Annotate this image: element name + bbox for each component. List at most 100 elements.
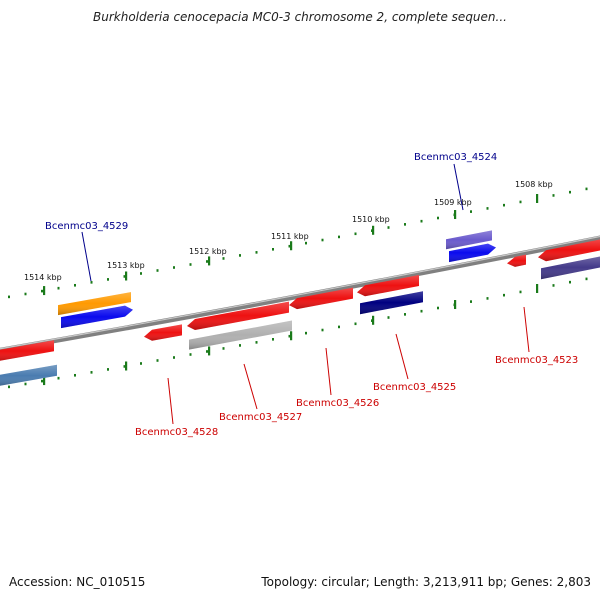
kbp-tick — [372, 315, 375, 325]
scale-dot — [74, 373, 76, 377]
tick-label: 1510 kbp — [352, 215, 390, 224]
scale-dot — [140, 362, 142, 365]
kbp-tick — [208, 256, 211, 266]
gene-label-bcenmc03-4526[interactable]: Bcenmc03_4526 — [296, 398, 379, 409]
leader-4524 — [453, 163, 464, 211]
kbp-tick — [454, 210, 457, 220]
scale-dot — [519, 200, 522, 204]
scale-dot — [470, 210, 472, 213]
scale-dot — [206, 350, 208, 353]
scale-dot — [420, 219, 423, 223]
kbp-tick — [536, 193, 539, 203]
tick-label: 1511 kbp — [271, 232, 309, 241]
label-leaders — [81, 163, 530, 425]
kbp-tick — [454, 300, 457, 310]
leader-4527 — [243, 363, 258, 410]
feature-purple-4524-shade — [446, 230, 492, 250]
scale-dot — [503, 203, 505, 207]
leader-4523 — [523, 306, 530, 353]
kbp-tick — [290, 331, 293, 341]
feature-navy-shade — [360, 291, 423, 315]
scale-dot — [24, 292, 27, 296]
scale-dot — [189, 353, 192, 356]
scale-dot — [41, 289, 43, 293]
scale-dot — [404, 223, 406, 226]
kbp-ticks — [43, 193, 539, 386]
scale-dot — [206, 260, 208, 263]
gene-label-bcenmc03-4523[interactable]: Bcenmc03_4523 — [495, 355, 578, 366]
feature-red-small-shade — [507, 254, 526, 267]
outer-scale-dots — [8, 187, 588, 299]
scale-dot — [239, 344, 241, 347]
scale-dot — [420, 309, 423, 313]
scale-dot — [321, 328, 324, 332]
scale-dot — [123, 275, 126, 278]
feature-red-4527-shade — [187, 301, 289, 330]
gene-label-bcenmc03-4524[interactable]: Bcenmc03_4524 — [414, 152, 497, 163]
tick-label: 1512 kbp — [189, 247, 227, 256]
feature-blue-4529-shade — [61, 305, 133, 329]
kbp-tick — [43, 376, 46, 386]
scale-dot — [272, 337, 274, 341]
feature-red-4528-shade — [144, 324, 182, 341]
backbone-highlight — [0, 235, 600, 350]
gene-label-bcenmc03-4529[interactable]: Bcenmc03_4529 — [45, 221, 128, 232]
scale-dot — [338, 325, 340, 329]
leader-4528 — [167, 377, 174, 425]
tick-label: 1514 kbp — [24, 273, 62, 282]
scale-dot — [585, 187, 588, 191]
scale-dot — [305, 241, 307, 245]
scale-dot — [338, 235, 340, 239]
scale-dot — [239, 254, 241, 257]
kbp-tick — [290, 241, 293, 251]
tick-label: 1513 kbp — [107, 261, 145, 270]
scale-dot — [90, 371, 93, 374]
scale-dot — [8, 385, 10, 389]
tick-label: 1509 kbp — [434, 198, 472, 207]
scale-dot — [321, 238, 324, 242]
scale-dot — [24, 382, 27, 386]
scale-dot — [486, 207, 489, 210]
scale-dot — [90, 281, 93, 284]
scale-dot — [272, 247, 274, 251]
scale-dot — [552, 194, 555, 197]
tick-label: 1508 kbp — [515, 180, 553, 189]
kbp-tick — [536, 283, 539, 293]
scale-dot — [74, 283, 76, 287]
scale-dot — [519, 290, 522, 294]
scale-dot — [57, 376, 60, 380]
gene-label-bcenmc03-4527[interactable]: Bcenmc03_4527 — [219, 412, 302, 423]
scale-dot — [107, 368, 109, 371]
scale-dot — [107, 278, 109, 281]
gene-label-bcenmc03-4528[interactable]: Bcenmc03_4528 — [135, 427, 218, 438]
scale-dot — [404, 313, 406, 316]
gene-label-bcenmc03-4525[interactable]: Bcenmc03_4525 — [373, 382, 456, 393]
scale-dot — [255, 341, 258, 344]
scale-dot — [387, 226, 390, 229]
gene-features — [0, 230, 600, 386]
scale-dot — [173, 266, 175, 269]
kbp-tick — [208, 346, 211, 356]
scale-dot — [140, 272, 142, 275]
feature-red-4525-shade — [357, 274, 419, 297]
scale-dot — [41, 379, 43, 383]
scale-dot — [123, 365, 126, 368]
scale-dot — [552, 284, 555, 287]
feature-steel-shade — [0, 364, 57, 386]
scale-dot — [354, 322, 357, 326]
scale-dot — [486, 297, 489, 300]
feature-grey-shade — [189, 320, 292, 350]
leader-4529 — [81, 231, 92, 282]
scale-dot — [437, 216, 439, 220]
kbp-tick — [372, 225, 375, 235]
scale-dot — [288, 334, 291, 338]
kbp-tick — [125, 271, 128, 281]
feature-red-shade — [0, 340, 54, 361]
kbp-tick — [43, 286, 46, 296]
feature-red-4526-shade — [289, 287, 353, 310]
scale-dot — [288, 244, 291, 248]
scale-dot — [173, 356, 175, 359]
scale-dot — [354, 232, 357, 236]
scale-dot — [387, 316, 390, 319]
scale-dot — [156, 359, 159, 362]
